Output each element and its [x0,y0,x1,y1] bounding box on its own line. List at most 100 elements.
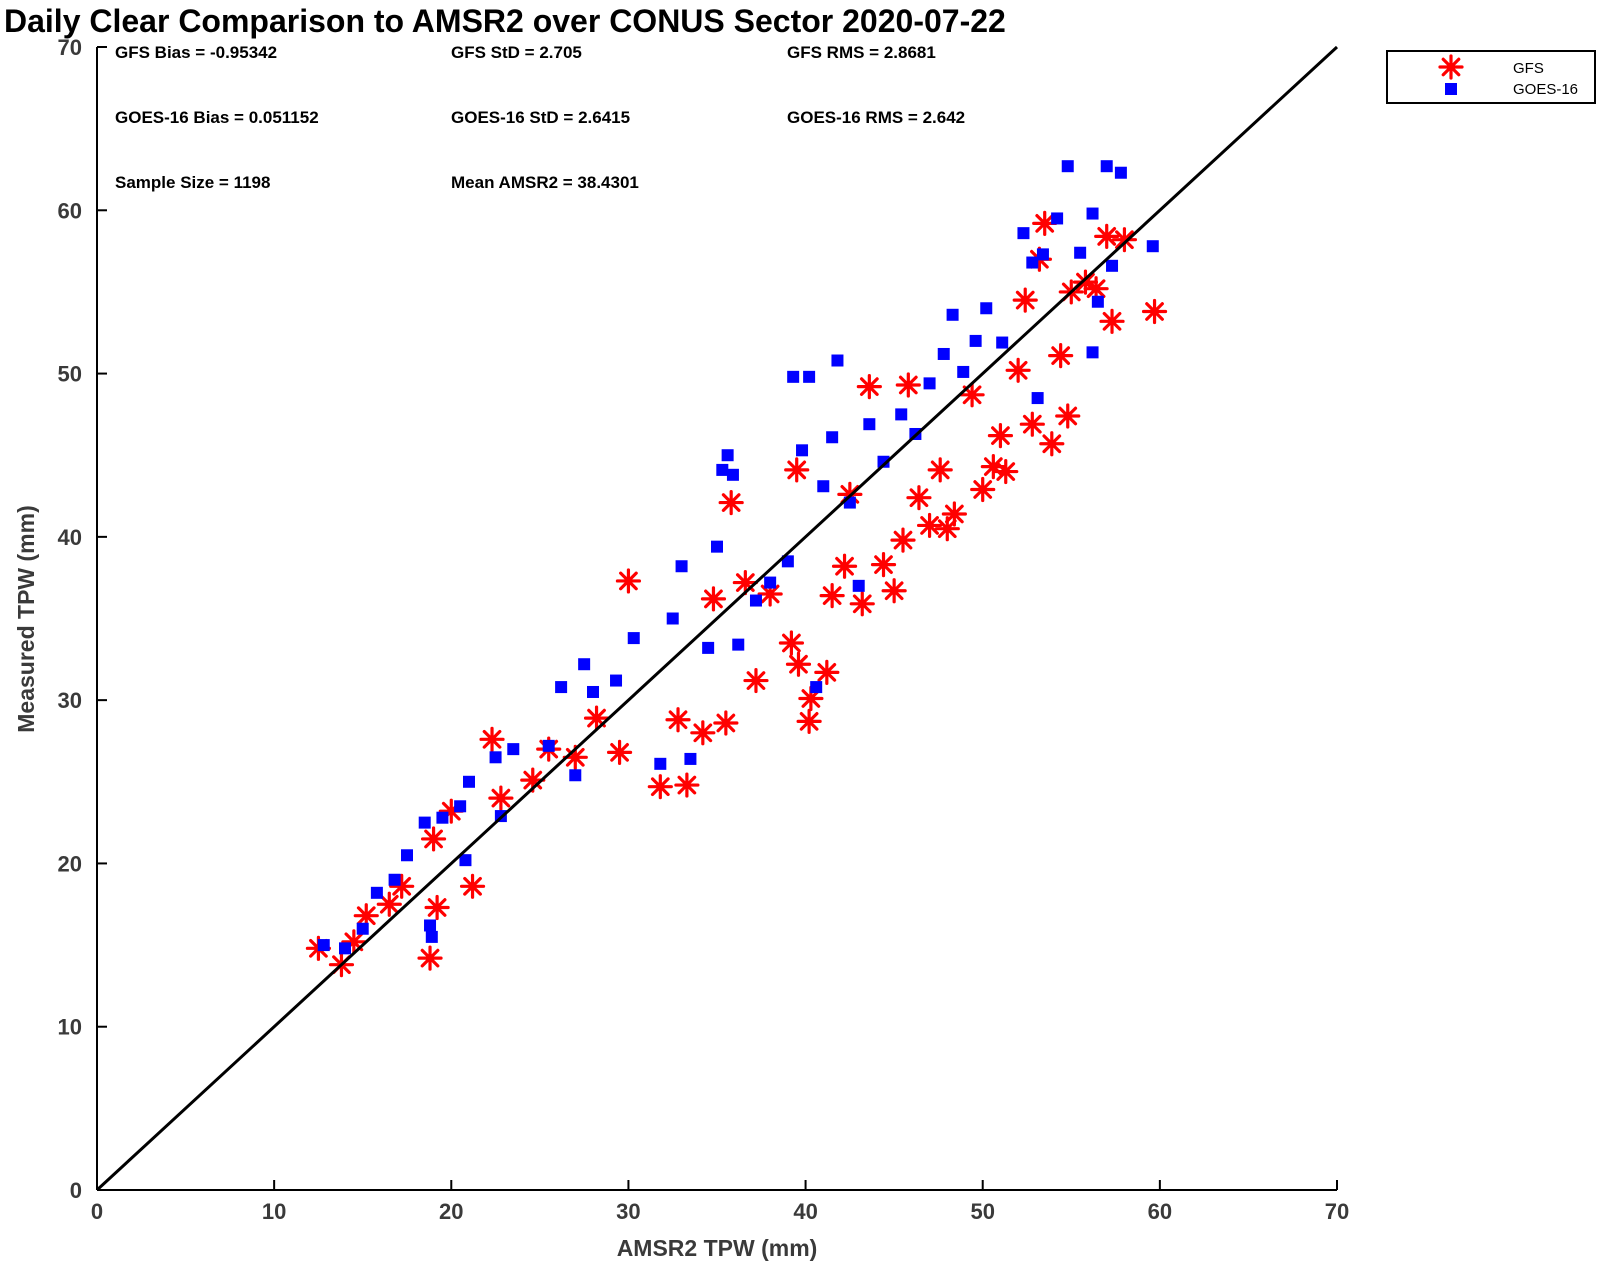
gfs-point [959,382,985,408]
goes16-point [764,576,777,589]
goes16-point [489,751,502,764]
x-tick-label: 70 [1325,1199,1349,1224]
stat-sample-size: Sample Size = 1198 [115,173,270,192]
goes16-point [1036,248,1049,261]
goes16-point [826,431,839,444]
gfs-point [890,527,916,553]
gfs-point [479,726,505,752]
gfs-point [757,581,783,607]
gfs-point [718,489,744,516]
gfs-point [743,667,769,694]
x-tick-label: 20 [439,1199,463,1224]
legend: GFS GOES-16 [1386,50,1596,104]
goes16-point [1086,346,1099,359]
gfs-point [583,705,610,731]
gfs-point [993,458,1019,485]
stat-goes-rms: GOES-16 RMS = 2.642 [787,108,965,127]
gfs-point [389,873,415,899]
gfs-point [417,945,443,971]
gfs-point [665,707,691,733]
gfs-point [732,569,758,596]
gfs-point [376,891,402,917]
y-tick-label: 40 [58,525,82,550]
goes16-point [969,334,982,347]
goes16-point [684,752,697,765]
gfs-point [881,578,907,604]
goes16-point [810,681,823,694]
y-tick-label: 10 [58,1015,82,1040]
goes16-point [803,370,816,383]
goes16-point [339,942,351,955]
gfs-point [785,651,812,677]
stat-goes-bias: GOES-16 Bias = 0.051152 [115,108,319,127]
goes16-point [578,658,591,671]
plot-area: 0 10 20 30 40 50 60 70 0 10 20 30 40 50 60 70 [58,35,1350,1224]
gfs-point [690,720,716,746]
y-tick-label: 60 [58,198,82,223]
gfs-point [819,583,845,609]
gfs-point [341,929,367,955]
goes16-point [937,347,950,360]
goes16-point [1091,295,1104,308]
goes16-point [627,632,640,645]
gfs-point [520,767,546,793]
goes16-point [996,336,1009,349]
y-tick-label: 0 [70,1178,82,1203]
stat-gfs-bias: GFS Bias = -0.95342 [115,43,277,62]
goes16-point [721,449,734,462]
gfs-point [1111,227,1138,253]
goes16-point [1017,227,1030,240]
gfs-point [784,457,810,483]
goes16-point [1146,240,1159,253]
goes16-point [507,743,520,756]
y-tick-label: 30 [58,688,82,713]
gfs-point [438,798,464,824]
stat-goes-std: GOES-16 StD = 2.6415 [451,108,630,127]
legend-gfs-asterisk [1438,54,1464,80]
gfs-point [606,739,633,765]
gfs-point [615,568,642,594]
gfs-point [562,744,588,770]
gfs-point [424,894,450,921]
gfs-point [870,552,897,578]
gfs-point [849,591,875,617]
stat-gfs-rms: GFS RMS = 2.8681 [787,43,936,62]
goes16-point [454,800,467,813]
goes16-point [781,555,794,568]
gfs-point [906,485,932,511]
gfs-point [1099,308,1125,334]
gfs-point [856,374,882,400]
goes16-point [401,849,413,862]
gfs-point [647,774,673,800]
goes16-point [555,681,568,694]
stats-annotations: GFS Bias = -0.95342 GFS StD = 2.705 GFS … [115,43,965,192]
goes16-point [1061,160,1074,173]
goes16-point [796,444,809,457]
goes16-point [388,873,401,886]
gfs-point [713,710,739,736]
goes16-point [946,308,959,321]
one-to-one-line [95,45,1339,1192]
gfs-point [674,772,700,798]
goes16-point [863,418,876,431]
goes16-point [1114,166,1127,179]
goes16-point [1086,207,1099,220]
gfs-point [916,512,943,539]
gfs-point [1012,287,1038,313]
goes16-point [1100,160,1113,173]
gfs-point [927,457,953,483]
x-tick-label: 0 [91,1199,103,1224]
legend-goes16-label: GOES-16 [1513,81,1578,98]
goes16-point [424,919,437,932]
gfs-point [700,586,727,612]
gfs-point [1141,298,1168,325]
gfs-point [980,454,1006,480]
gfs-point [934,516,960,542]
gfs-point [798,685,824,712]
goes16-point [1051,212,1064,225]
goes16-point [787,370,800,383]
goes16-point [654,757,667,770]
y-tick-label: 20 [58,851,82,876]
goes16-point [1106,259,1119,272]
x-axis-label: AMSR2 TPW (mm) [617,1235,818,1261]
